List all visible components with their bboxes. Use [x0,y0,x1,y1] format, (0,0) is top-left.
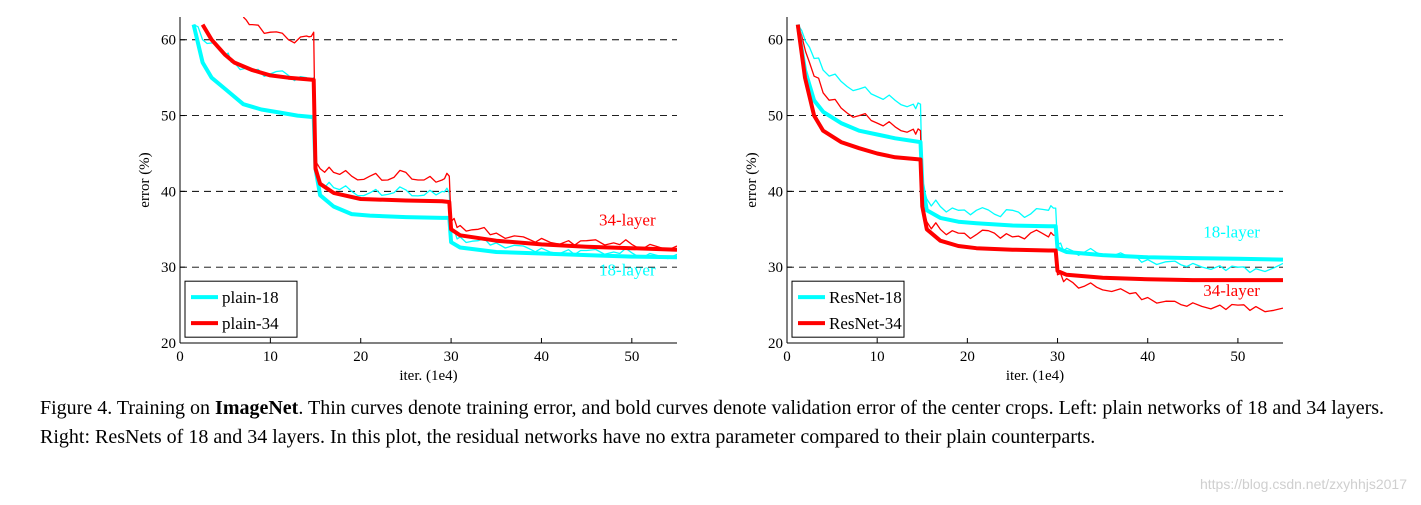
figure-4-charts: 20 30 40 50 60 0 10 20 30 40 50 iter. (1e4) error (%… [137,17,1283,384]
right-ytick-label: 60 [768,33,783,49]
right-legend-label: ResNet-18 [829,288,902,307]
left-xtick-label: 20 [353,349,368,365]
right-ytick-label: 20 [768,336,783,352]
right-series-group [795,24,1283,313]
caption-rest: . Thin curves denote training error, and… [40,397,1385,448]
right-xtick-label: 20 [960,349,975,365]
left-ytick-label: 60 [161,33,176,49]
right-y-axis-label: error (%) [744,152,760,207]
left-legend-box [184,280,298,338]
left-legend-label: plain-18 [222,288,279,307]
plain-34-training-line [242,17,677,251]
resnet-18-validation-line [795,24,1283,262]
right-xtick-label: 50 [1230,349,1245,365]
right-annotation-18-layer: 18-layer [1203,223,1260,242]
left-annotation-18-layer: 18-layer [599,261,656,280]
caption-bold: ImageNet [215,397,299,419]
left-ytick-label: 20 [161,336,176,352]
left-series-group [191,17,677,260]
right-xtick-label: 30 [1050,349,1065,365]
right-xtick-label: 40 [1140,349,1155,365]
right-annotation-34-layer: 34-layer [1203,281,1260,300]
left-xtick-label: 50 [624,349,639,365]
left-ytick-label: 50 [161,109,176,125]
right-legend-label: ResNet-34 [829,314,902,333]
left-legend-label: plain-34 [222,314,279,333]
resnet-34-validation-line [795,24,1283,283]
left-y-axis-label: error (%) [137,152,153,207]
right-ytick-label: 40 [768,184,783,200]
right-xtick-label: 0 [783,349,791,365]
left-chart: 20 30 40 50 60 0 10 20 30 40 50 iter. (1e4) error (%… [137,17,677,384]
plain-34-validation-line [200,23,677,252]
right-x-axis-label: iter. (1e4) [1006,368,1064,384]
left-xtick-label: 10 [263,349,278,365]
left-ytick-label: 30 [161,260,176,276]
left-annotation-34-layer: 34-layer [599,210,656,229]
right-ytick-label: 50 [768,109,783,125]
left-xtick-label: 30 [444,349,459,365]
resnet-34-training-line [797,24,1283,313]
figure-caption: Figure 4. Training on ImageNet. Thin cur… [40,394,1400,452]
right-chart: 20 30 40 50 60 0 10 20 30 40 50 iter. (1e4) error (%… [744,17,1283,384]
left-ytick-label: 40 [161,184,176,200]
left-xtick-label: 40 [534,349,549,365]
left-x-axis-label: iter. (1e4) [399,368,457,384]
right-ytick-label: 30 [768,260,783,276]
caption-prefix: Figure 4. Training on [40,397,216,419]
right-legend-box [791,280,905,338]
right-xtick-label: 10 [870,349,885,365]
resnet-18-training-line [797,24,1283,274]
plain-18-validation-line [191,24,677,260]
left-xtick-label: 0 [176,349,184,365]
watermark: https://blog.csdn.net/zxyhhjs2017 [1199,476,1407,492]
